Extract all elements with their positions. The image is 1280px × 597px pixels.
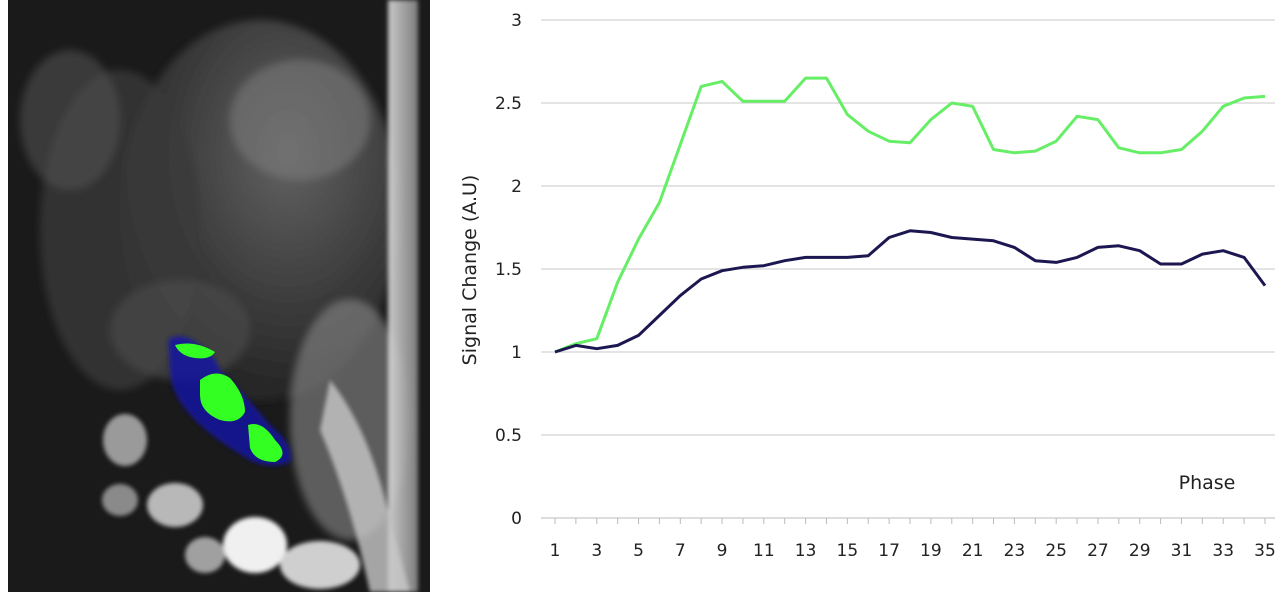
y-axis-label: Signal Change (A.U) <box>459 175 481 366</box>
y-tick-label: 0.5 <box>495 426 522 446</box>
x-tick-label: 17 <box>878 541 900 561</box>
x-tick-label: 11 <box>753 541 775 561</box>
series-lines <box>554 76 1267 354</box>
y-tick-labels: 0 0.5 1 1.5 2 2.5 3 <box>495 11 522 529</box>
gridlines <box>541 19 1275 524</box>
x-tick-label: 35 <box>1254 541 1276 561</box>
x-axis-label: Phase <box>1179 472 1236 494</box>
mri-bright-structures <box>102 0 418 592</box>
signal-chart: 0 0.5 1 1.5 2 2.5 3 1 3 5 7 9 11 13 15 17 19 21 23 25 27 29 3… <box>430 0 1280 592</box>
x-tick-label: 25 <box>1045 541 1067 561</box>
x-tick-label: 31 <box>1171 541 1193 561</box>
x-tick-label: 7 <box>675 541 686 561</box>
series-line-2 <box>554 229 1267 354</box>
chart-svg: 00.511.522.53 1 3 5 7 9 11 13 15 17 19 21 23 25 27 29 3… <box>459 11 1276 561</box>
x-tick-label: 29 <box>1129 541 1151 561</box>
mri-image-panel <box>0 0 430 592</box>
x-tick-label: 15 <box>837 541 859 561</box>
x-tick-labels: 1 3 5 7 9 11 13 15 17 19 21 23 25 27 29 31 33 35 <box>550 541 1276 561</box>
x-tick-label: 13 <box>795 541 817 561</box>
y-tick-label: 1 <box>511 343 522 363</box>
x-tick-label: 19 <box>920 541 942 561</box>
y-tick-label: 2 <box>511 177 522 197</box>
y-tick-label: 1.5 <box>495 260 522 280</box>
x-tick-label: 23 <box>1004 541 1026 561</box>
series-line-1 <box>554 76 1266 354</box>
mri-image <box>8 0 430 592</box>
x-tick-label: 21 <box>962 541 984 561</box>
mri-soft-tissue <box>20 20 410 540</box>
y-tick-label: 2.5 <box>495 94 522 114</box>
x-tick-label: 33 <box>1212 541 1234 561</box>
y-tick-label: 3 <box>511 11 522 31</box>
x-tick-label: 9 <box>717 541 728 561</box>
x-tick-label: 3 <box>591 541 602 561</box>
mri-overlay-region <box>168 336 291 466</box>
x-tick-label: 5 <box>633 541 644 561</box>
x-tick-label: 1 <box>550 541 561 561</box>
y-tick-label: 0 <box>511 509 522 529</box>
x-tick-label: 27 <box>1087 541 1109 561</box>
